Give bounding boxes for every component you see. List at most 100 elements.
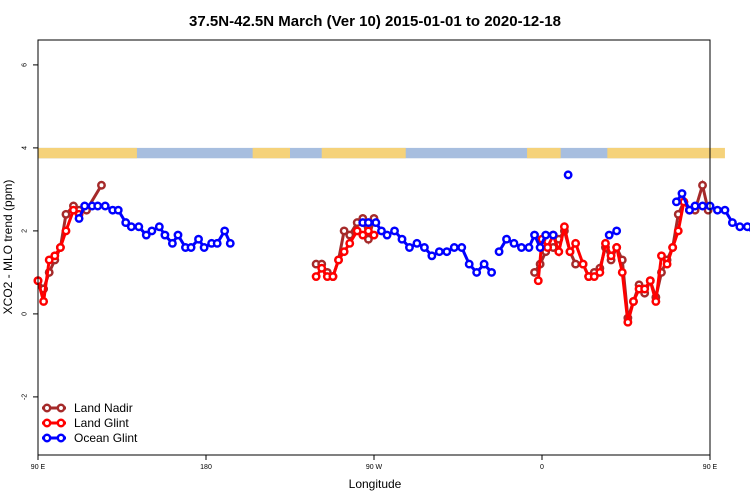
data-point-land-nadir [61,209,71,219]
legend-label: Ocean Glint [74,431,138,445]
data-point-ocean-glint [160,230,170,240]
data-point-ocean-glint [194,234,203,244]
data-point-land-glint [640,284,650,294]
data-point-ocean-glint [141,230,151,240]
data-point-land-glint [363,226,373,236]
data-point-ocean-glint [509,238,519,248]
data-point-land-glint [617,267,627,277]
data-point-ocean-glint [405,243,414,252]
data-point-ocean-glint [494,247,504,257]
data-point-ocean-glint [154,222,164,232]
data-point-ocean-glint [530,230,539,240]
data-point-ocean-glint [427,251,437,261]
data-point-ocean-glint [199,243,209,252]
data-point-ocean-glint [363,218,373,228]
data-point-ocean-glint [186,243,196,252]
data-point-land-glint [44,255,54,265]
data-point-land-glint [571,238,581,248]
data-point-ocean-glint [134,222,144,232]
data-point-ocean-glint [535,243,545,252]
data-point-ocean-glint [100,201,110,211]
data-point-ocean-glint [604,230,614,240]
legend-marker [56,403,66,413]
x-tick-label: 90 E [31,464,46,471]
legend-item-ocean-glint: Ocean Glint [42,431,138,445]
data-point-ocean-glint [671,197,681,207]
data-point-land-glint [533,276,543,286]
series-line-land-glint [536,198,691,323]
data-point-land-glint [69,205,78,215]
x-tick-label: 90 E [703,464,718,471]
data-point-ocean-glint [220,226,230,236]
data-point-land-glint [345,238,355,248]
data-point-land-glint [328,272,338,281]
data-point-land-glint [543,243,553,252]
data-point-ocean-glint [612,226,622,236]
data-point-ocean-glint [449,243,459,252]
data-point-ocean-glint [541,230,551,240]
series-ocean-glint [74,170,750,277]
chart-title: 37.5N-42.5N March (Ver 10) 2015-01-01 to… [189,13,561,30]
data-point-ocean-glint [502,234,511,244]
series-layer [33,170,750,327]
data-point-land-glint [601,238,610,248]
data-point-ocean-glint [698,201,707,211]
data-point-ocean-glint [419,243,429,252]
land-band-segment [38,147,137,159]
data-point-ocean-glint [742,222,750,232]
data-point-ocean-glint [167,238,177,248]
data-point-land-glint [50,251,60,261]
data-point-land-glint [559,222,569,232]
data-point-ocean-glint [377,226,386,236]
data-point-ocean-glint [727,218,737,228]
x-axis: 90 E 180 90 W 0 90 E [31,455,718,471]
data-point-ocean-glint [390,226,399,236]
land-ocean-band [38,147,725,159]
data-point-land-glint [662,259,672,269]
x-tick-label: 90 W [366,464,383,471]
data-point-ocean-glint [93,201,103,211]
data-point-ocean-glint [685,205,694,215]
data-point-ocean-glint [126,222,136,232]
data-point-ocean-glint [735,222,745,232]
data-point-ocean-glint [173,230,183,240]
legend-label: Land Nadir [74,401,133,415]
series-line-ocean-glint [77,204,232,250]
data-point-land-glint [668,243,678,252]
y-tick-label: -2 [21,394,28,400]
data-point-land-glint [311,272,321,281]
data-point-ocean-glint [121,218,131,228]
legend-label: Land Glint [74,416,129,430]
x-tick-label: 0 [540,464,544,471]
data-point-ocean-glint [371,218,381,228]
data-point-land-nadir [571,259,581,269]
data-point-land-glint [657,251,666,261]
y-axis-label: XCO2 - MLO trend (ppm) [1,180,15,315]
data-point-land-glint [317,263,327,273]
data-point-land-glint [645,276,655,286]
data-point-land-glint [334,255,343,265]
data-point-land-nadir [698,180,707,190]
data-point-ocean-glint [80,201,90,211]
data-point-ocean-glint [225,238,235,248]
legend-item-land-glint: Land Glint [42,416,129,430]
data-point-ocean-glint [113,205,123,215]
data-point-land-glint [554,247,564,257]
legend-marker [56,433,66,443]
data-point-land-nadir [97,180,106,190]
data-point-ocean-glint [382,230,392,240]
data-point-ocean-glint [212,238,222,248]
data-point-land-glint [673,226,683,236]
data-point-land-glint [369,230,379,240]
data-point-ocean-glint [457,243,467,252]
legend-marker [42,433,52,443]
data-point-land-glint [55,243,65,252]
y-tick-label: 6 [21,63,28,67]
data-point-ocean-glint [713,205,722,215]
data-point-land-glint [623,317,633,327]
data-point-ocean-glint [563,170,573,180]
data-point-ocean-glint [434,247,444,257]
data-point-ocean-glint [74,214,84,223]
data-point-land-nadir [363,234,373,244]
